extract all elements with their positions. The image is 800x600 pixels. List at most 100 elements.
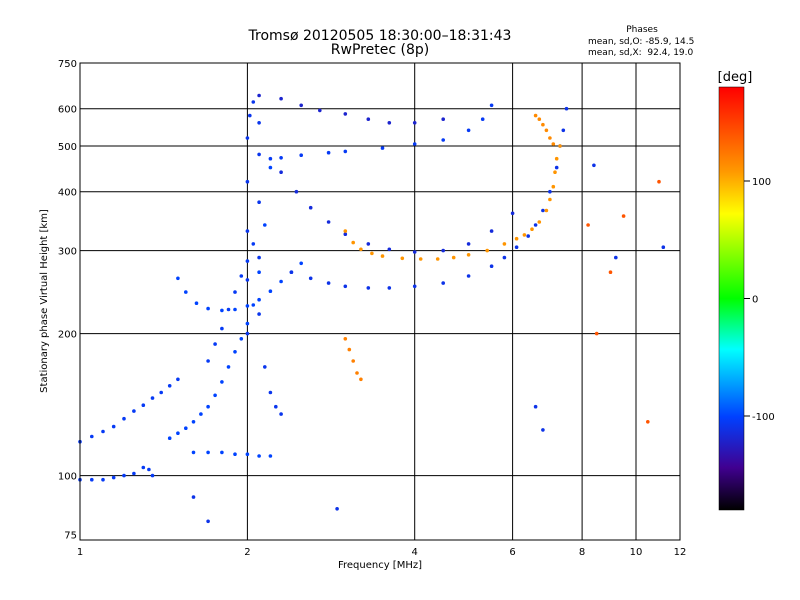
x-axis-label: Frequency [MHz] xyxy=(338,560,422,571)
echo-point xyxy=(537,220,542,224)
x-tick-label: 8 xyxy=(579,547,585,558)
x-tick-label: 10 xyxy=(630,547,643,558)
echo-point xyxy=(132,409,136,413)
colorbar-ticks: 100 0 -100 xyxy=(744,177,775,423)
echo-point xyxy=(387,247,392,252)
echo-point xyxy=(220,308,224,313)
echo-point xyxy=(245,179,250,184)
echo-point xyxy=(147,467,151,472)
echo-point xyxy=(412,142,417,146)
echo-point xyxy=(614,255,618,260)
echo-point xyxy=(308,276,313,281)
echo-point xyxy=(554,165,559,170)
echo-point xyxy=(646,420,650,424)
y-tick-label: 200 xyxy=(58,330,77,341)
echo-point xyxy=(176,276,180,281)
echo-point xyxy=(380,146,385,150)
echo-point xyxy=(441,281,446,285)
echo-point xyxy=(101,477,105,482)
echo-point xyxy=(533,113,538,118)
echo-point xyxy=(343,337,348,341)
echo-point xyxy=(661,245,666,249)
echo-point xyxy=(268,156,273,161)
echo-point xyxy=(592,163,596,168)
echo-point xyxy=(366,242,371,246)
echo-point xyxy=(366,117,371,121)
echo-point xyxy=(268,454,273,458)
echo-point xyxy=(141,465,146,470)
echo-point xyxy=(167,436,172,441)
echo-point xyxy=(400,256,405,261)
echo-point xyxy=(101,429,105,434)
echo-point xyxy=(150,396,155,400)
echo-point xyxy=(558,144,562,148)
echo-point xyxy=(257,93,261,98)
echo-point xyxy=(245,304,250,308)
echo-point xyxy=(343,284,348,289)
x-tick-label: 12 xyxy=(674,547,687,558)
echo-point xyxy=(586,223,590,227)
echo-point xyxy=(251,303,256,307)
x-tick-label: 6 xyxy=(509,547,515,558)
echo-point xyxy=(544,208,549,213)
echo-point xyxy=(514,245,519,249)
echo-point xyxy=(199,412,203,416)
echo-point xyxy=(257,297,261,302)
chart-title: Tromsø 20120505 18:30:00–18:31:43 xyxy=(248,28,512,44)
echo-point xyxy=(480,117,485,121)
echo-point xyxy=(548,197,552,202)
echo-point xyxy=(245,136,250,140)
data-points xyxy=(78,93,666,524)
echo-point xyxy=(194,301,199,306)
echo-point xyxy=(245,229,250,233)
echo-point xyxy=(257,152,261,157)
echo-point xyxy=(561,128,566,133)
echo-point xyxy=(184,426,188,431)
echo-point xyxy=(466,253,471,257)
echo-point xyxy=(294,189,299,194)
echo-point xyxy=(245,259,250,263)
echo-point xyxy=(502,242,507,246)
echo-point xyxy=(245,278,250,282)
echo-point xyxy=(257,270,261,275)
echo-point xyxy=(279,279,283,284)
echo-point xyxy=(326,220,331,224)
echo-point xyxy=(233,307,237,312)
echo-point xyxy=(191,450,196,455)
echo-point xyxy=(370,251,374,256)
echo-point xyxy=(466,242,471,246)
echo-point xyxy=(274,404,278,409)
echo-point xyxy=(279,170,283,174)
echo-point xyxy=(343,229,348,233)
echo-point xyxy=(122,416,126,421)
echo-point xyxy=(466,274,471,278)
echo-point xyxy=(257,200,261,204)
echo-point xyxy=(351,240,356,245)
echo-point xyxy=(268,165,273,170)
echo-point xyxy=(239,337,244,341)
echo-point xyxy=(441,248,446,253)
echo-point xyxy=(257,121,261,125)
echo-point xyxy=(435,257,440,261)
echo-point xyxy=(548,136,552,140)
echo-point xyxy=(541,122,545,127)
echo-point xyxy=(514,236,519,241)
stats-x-line: mean, sd,X: 92.4, 19.0 xyxy=(588,48,694,58)
echo-point xyxy=(347,347,352,352)
echo-point xyxy=(233,290,237,294)
x-tick-labels: 1 2 4 6 8 10 12 xyxy=(77,547,687,558)
x-tick-label: 4 xyxy=(412,547,418,558)
echo-point xyxy=(206,404,210,409)
echo-point xyxy=(206,519,210,524)
echo-point xyxy=(553,170,557,174)
echo-point xyxy=(226,307,231,312)
echo-point xyxy=(111,475,116,480)
y-tick-label: 600 xyxy=(58,105,77,116)
echo-point xyxy=(299,103,304,108)
echo-point xyxy=(387,121,392,125)
echo-point xyxy=(355,371,359,375)
echo-point xyxy=(289,270,294,275)
echo-point xyxy=(268,289,273,294)
echo-point xyxy=(176,431,180,436)
